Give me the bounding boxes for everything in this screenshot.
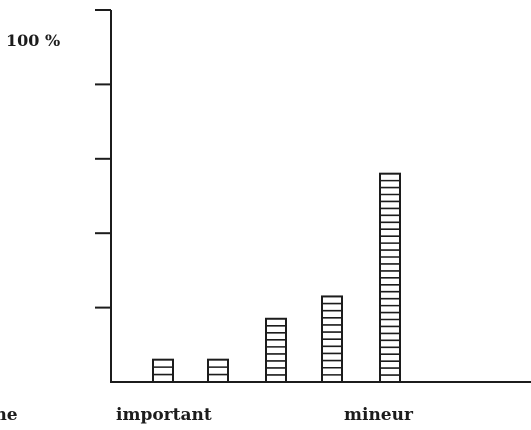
x-axis-label-important: important <box>116 405 212 425</box>
bar-1 <box>152 358 174 383</box>
bar-4 <box>321 295 343 383</box>
bar-3 <box>265 317 287 384</box>
x-axis-label-mineur: mineur <box>344 405 414 425</box>
bars <box>152 172 401 384</box>
axes <box>95 9 531 383</box>
y-tick-label-100: 100 % <box>6 31 60 50</box>
bar-5 <box>379 172 401 383</box>
x-axis-label-truncated: ème <box>0 405 18 425</box>
bar-2 <box>207 358 229 383</box>
